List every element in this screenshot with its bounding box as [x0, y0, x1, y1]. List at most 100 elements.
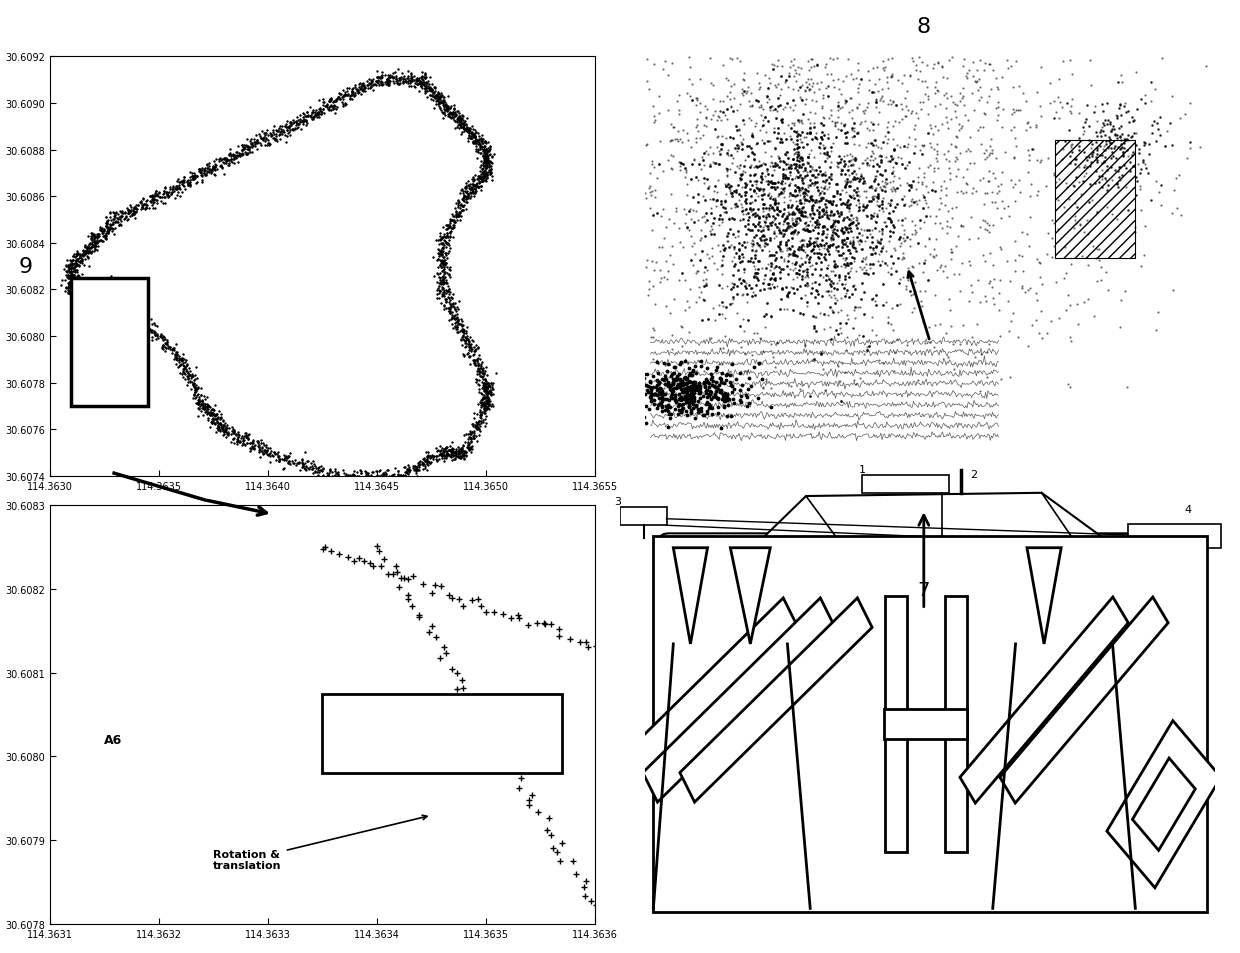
Point [982, 143, 1002, 158]
Point [1114, 100, 1133, 115]
Point [928, 161, 947, 176]
Point [823, 52, 843, 68]
Point [715, 241, 735, 256]
Point [703, 91, 723, 107]
Point [682, 369, 702, 384]
Point [849, 328, 869, 343]
Point [794, 186, 813, 201]
Point [806, 94, 826, 110]
Point [717, 279, 737, 294]
Point [800, 236, 820, 252]
Point [903, 174, 923, 190]
Point [711, 104, 730, 119]
Point [811, 180, 831, 195]
Point [774, 127, 794, 142]
Point [753, 102, 773, 117]
Point [1065, 196, 1085, 212]
Point [955, 52, 975, 68]
Point [652, 240, 672, 255]
Point [1092, 170, 1112, 185]
Point [692, 151, 712, 166]
Point [875, 175, 895, 191]
Point [818, 270, 838, 285]
Point [836, 94, 856, 110]
Point [717, 170, 737, 185]
Point [1092, 172, 1112, 187]
Point [687, 399, 707, 415]
Point [729, 139, 749, 154]
Point [794, 222, 813, 237]
Point [844, 172, 864, 188]
Point [802, 132, 822, 147]
Point [999, 274, 1019, 289]
Point [649, 398, 668, 414]
Point [733, 213, 753, 228]
Point [794, 200, 813, 215]
Point [815, 247, 835, 262]
Point [808, 246, 828, 261]
Point [713, 299, 733, 314]
Point [1094, 139, 1114, 154]
Point [812, 233, 832, 248]
Polygon shape [730, 548, 770, 644]
Point [904, 195, 924, 211]
Point [841, 216, 861, 232]
Point [694, 146, 714, 161]
Point [810, 164, 830, 179]
Point [774, 185, 794, 200]
Point [859, 180, 879, 195]
Point [797, 248, 817, 263]
Point [1086, 151, 1106, 166]
Point [1147, 116, 1167, 132]
Point [693, 273, 713, 288]
Point [928, 144, 947, 159]
Point [870, 150, 890, 165]
Point [1112, 149, 1132, 164]
Point [745, 209, 765, 224]
Point [828, 206, 848, 221]
Point [649, 376, 668, 392]
Point [764, 226, 784, 241]
Point [920, 136, 940, 152]
Point [1019, 149, 1039, 164]
Point [1048, 222, 1068, 237]
Point [901, 198, 921, 213]
Point [655, 356, 675, 372]
Point [713, 238, 733, 253]
Point [717, 300, 737, 315]
Point [873, 61, 893, 76]
Point [724, 77, 744, 92]
Point [697, 213, 717, 229]
Point [975, 56, 994, 71]
Point [900, 70, 920, 85]
Point [1123, 145, 1143, 160]
Point [941, 212, 961, 227]
Point [1021, 281, 1040, 296]
Point [843, 240, 863, 255]
Point [951, 219, 971, 234]
Point [791, 252, 811, 267]
Point [1102, 122, 1122, 137]
Point [866, 181, 885, 196]
Point [636, 260, 656, 275]
Point [746, 177, 766, 193]
Point [715, 162, 735, 177]
Point [905, 118, 925, 133]
Point [1069, 139, 1089, 154]
Point [856, 185, 875, 200]
Point [857, 208, 877, 223]
Point [759, 92, 779, 108]
Bar [620, 508, 667, 526]
Point [817, 242, 837, 257]
Point [729, 187, 749, 202]
Point [774, 155, 794, 171]
Point [812, 289, 832, 304]
Point [738, 314, 758, 329]
Point [760, 281, 780, 296]
Point [687, 118, 707, 133]
Point [774, 253, 794, 268]
Point [1110, 130, 1130, 145]
Point [711, 148, 730, 163]
Point [812, 184, 832, 199]
Point [615, 355, 635, 370]
